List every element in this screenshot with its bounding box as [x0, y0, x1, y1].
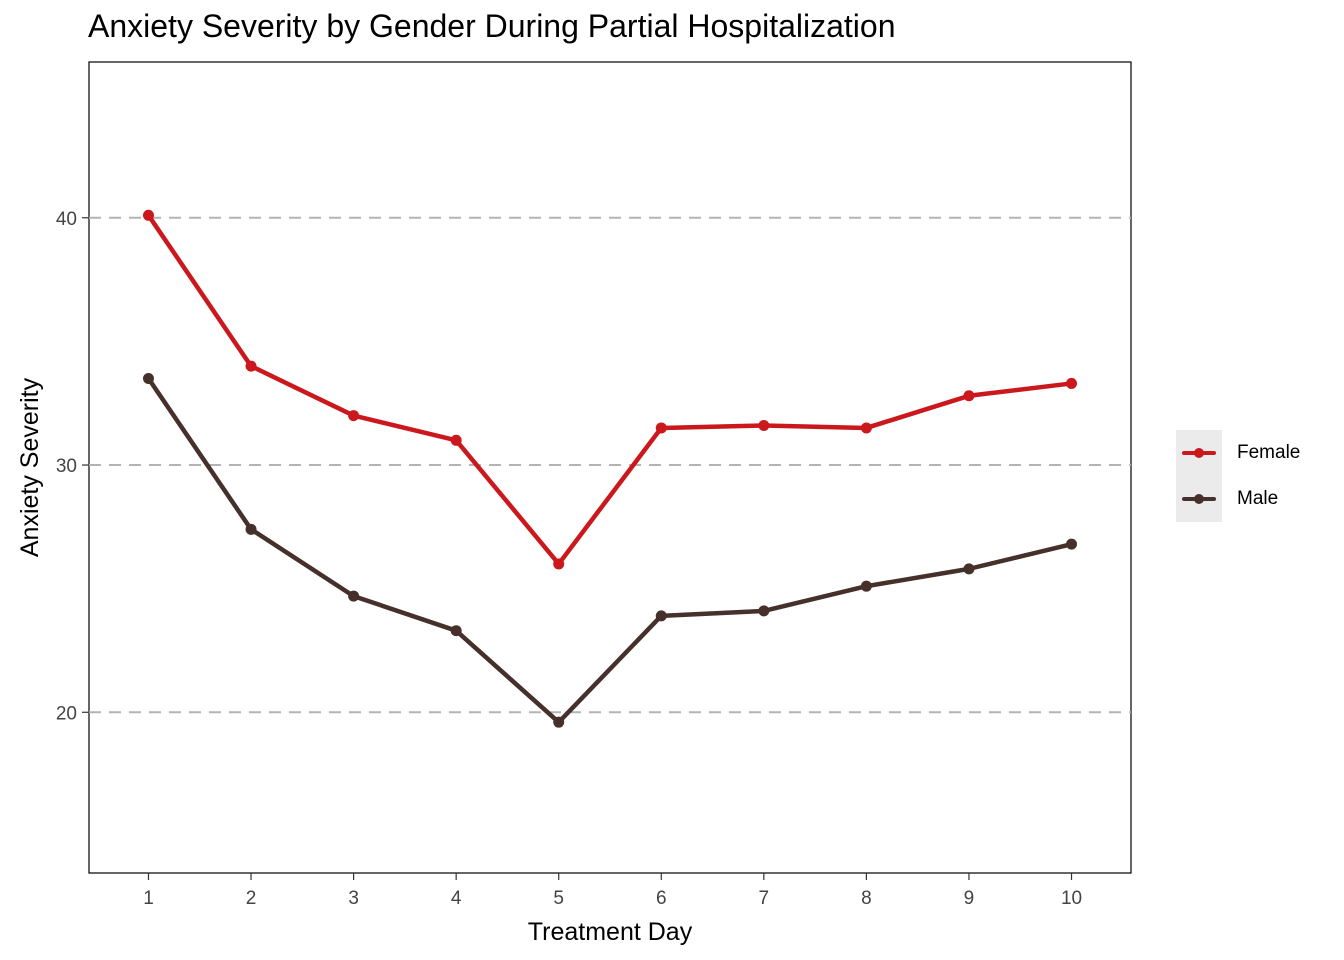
point-female-day-10: [1066, 377, 1078, 389]
series-points: [142, 209, 1078, 728]
point-male-day-3: [348, 590, 360, 602]
point-female-day-5: [553, 558, 565, 570]
point-female-day-3: [348, 410, 360, 422]
x-tick-label-10: 10: [1061, 888, 1082, 909]
point-female-day-8: [860, 422, 872, 434]
legend-key-female: [1176, 430, 1222, 476]
x-tick-label-2: 2: [246, 888, 257, 909]
point-female-day-6: [655, 422, 667, 434]
legend-label-male: Male: [1237, 488, 1279, 509]
x-tick-label-4: 4: [451, 888, 462, 909]
legend-item-female: Female: [1176, 430, 1306, 476]
x-tick-label-7: 7: [759, 888, 770, 909]
point-male-day-5: [553, 716, 565, 728]
point-female-day-4: [450, 434, 462, 446]
series-line-female: [146, 213, 1074, 567]
point-male-day-1: [142, 372, 154, 384]
legend-label-female: Female: [1237, 442, 1301, 463]
x-tick-label-5: 5: [553, 888, 564, 909]
point-male-day-8: [860, 580, 872, 592]
axis-ticks: 20 30 40 1 2 3 4 5 6 7 8 9 10: [56, 209, 1082, 909]
x-axis-title: Treatment Day: [528, 918, 693, 946]
x-tick-label-9: 9: [964, 888, 975, 909]
point-male-day-7: [758, 605, 770, 617]
point-male-day-6: [655, 610, 667, 622]
y-tick-label-40: 40: [56, 209, 77, 230]
point-male-day-10: [1066, 538, 1078, 550]
point-female-day-2: [245, 360, 257, 372]
legend: Female Male: [1176, 430, 1306, 522]
plot-panel: [88, 61, 1132, 874]
x-tick-label-8: 8: [861, 888, 872, 909]
legend-item-male: Male: [1176, 476, 1306, 522]
point-male-day-2: [245, 523, 257, 535]
point-female-day-9: [963, 390, 975, 402]
x-tick-label-6: 6: [656, 888, 667, 909]
x-tick-label-3: 3: [348, 888, 359, 909]
series-line-male: [146, 376, 1074, 725]
gridlines: [89, 216, 1131, 714]
y-axis-title: Anxiety Severity: [16, 377, 44, 557]
series-lines: [146, 213, 1074, 725]
point-male-day-4: [450, 625, 462, 637]
legend-key-male: [1176, 476, 1222, 522]
point-female-day-7: [758, 419, 770, 431]
chart-title: Anxiety Severity by Gender During Partia…: [88, 8, 896, 44]
point-female-day-1: [142, 209, 154, 221]
y-tick-label-30: 30: [56, 456, 77, 477]
point-male-day-9: [963, 563, 975, 575]
y-tick-label-20: 20: [56, 703, 77, 724]
x-tick-label-1: 1: [143, 888, 154, 909]
